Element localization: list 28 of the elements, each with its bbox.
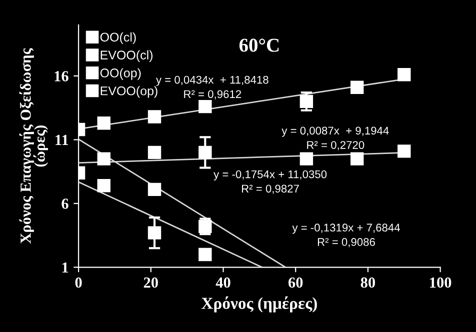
y-tick-label: 11 bbox=[56, 134, 68, 146]
point bbox=[350, 152, 364, 166]
annotation: y = 0,0087x + 9,1944 R² = 0,2720 bbox=[282, 126, 389, 150]
annotation: y = -0,1319x + 7,6844 R² = 0,9086 bbox=[292, 224, 400, 248]
x-tick-label: 0 bbox=[75, 277, 82, 288]
legend-label: EVOO(cl) bbox=[100, 50, 152, 62]
point bbox=[148, 110, 162, 124]
x-tick-label: 20 bbox=[144, 277, 158, 288]
y-tick-label: 1 bbox=[62, 262, 68, 273]
point bbox=[398, 68, 411, 82]
point bbox=[398, 144, 411, 158]
legend-label: OO(op) bbox=[100, 68, 141, 80]
x-tick-label: 100 bbox=[430, 277, 452, 288]
legend-label: EVOO(op) bbox=[100, 86, 158, 98]
point bbox=[300, 152, 314, 166]
x-tick-label: 60 bbox=[288, 277, 303, 288]
x-axis-title: Χρόνος (ημέρες) bbox=[201, 296, 317, 312]
legend-label: OO(cl) bbox=[100, 32, 136, 44]
x-tick-label: 80 bbox=[360, 277, 376, 288]
point bbox=[350, 80, 364, 94]
x-tick-label: 40 bbox=[216, 277, 230, 288]
text: 60°C bbox=[239, 38, 279, 52]
annotation: y = -0,1754x + 11,0350 R² = 0,9827 bbox=[214, 170, 327, 194]
point bbox=[198, 100, 212, 114]
y-tick-label: 6 bbox=[62, 198, 68, 209]
y-tick-label: 16 bbox=[54, 71, 68, 82]
point bbox=[97, 116, 110, 130]
y-axis-title: Χρόνος Επαγωγής Οξείδωσης (ώρες) bbox=[19, 48, 48, 244]
